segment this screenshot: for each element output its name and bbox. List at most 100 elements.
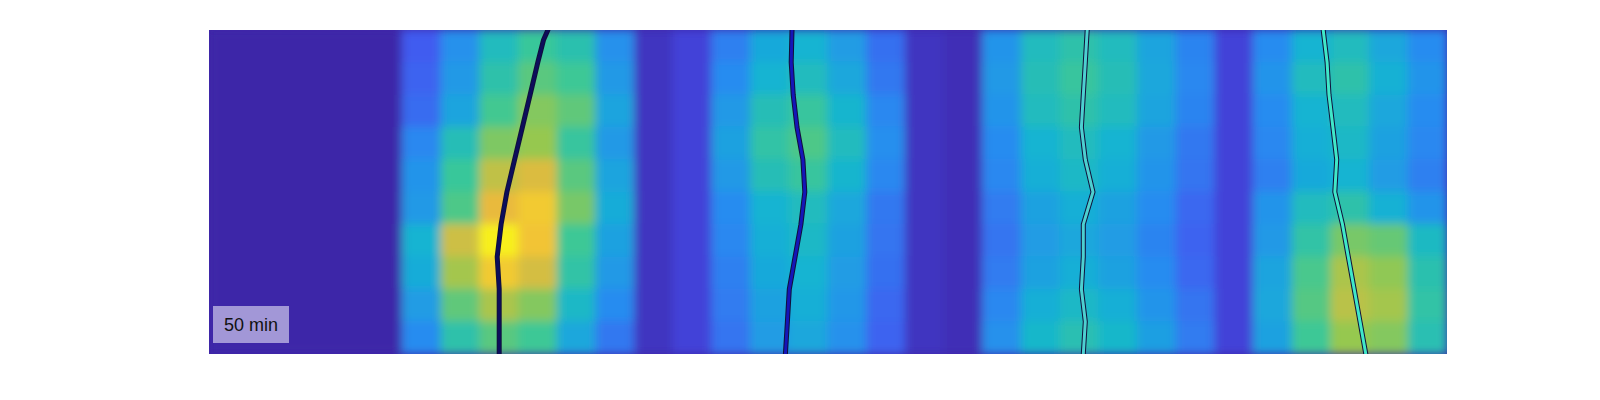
heatmap-cell — [634, 62, 674, 95]
heatmap-cell — [828, 256, 868, 289]
heatmap-cell — [944, 224, 984, 257]
heatmap-cell — [1369, 127, 1409, 160]
heatmap-cell — [325, 289, 365, 322]
heatmap-cell — [828, 192, 868, 225]
heatmap-cell — [209, 127, 248, 160]
heatmap-cell — [363, 321, 403, 354]
heatmap-cell — [905, 127, 945, 160]
heatmap-cell — [1214, 159, 1254, 192]
heatmap-cell — [595, 62, 635, 95]
heatmap-cell — [402, 62, 442, 95]
heatmap-cell — [441, 256, 481, 289]
heatmap-cell — [1369, 289, 1409, 322]
heatmap-cell — [1137, 94, 1177, 127]
heatmap-cell — [866, 192, 906, 225]
heatmap-cell — [634, 321, 674, 354]
heatmap-cell — [286, 256, 326, 289]
heatmap-cell — [595, 94, 635, 127]
heatmap-cell — [209, 256, 248, 289]
trace — [497, 30, 548, 354]
trace-outline — [497, 30, 548, 354]
heatmap-cell — [557, 62, 597, 95]
heatmap-cell — [1292, 127, 1332, 160]
heatmap-cell — [1253, 127, 1293, 160]
heatmap-cell — [828, 94, 868, 127]
heatmap-cell — [247, 127, 287, 160]
heatmap-cell — [1176, 321, 1216, 354]
heatmap-cell — [1330, 62, 1370, 95]
heatmap-cell — [595, 159, 635, 192]
heatmap-cell — [441, 159, 481, 192]
heatmap-cell — [557, 94, 597, 127]
heatmap-cell — [1330, 94, 1370, 127]
heatmap-cell — [441, 127, 481, 160]
heatmap-cell — [1408, 192, 1447, 225]
heatmap-cell — [1137, 256, 1177, 289]
heatmap-cell — [1098, 30, 1138, 63]
heatmap-cell — [711, 321, 751, 354]
heatmap-cell — [1408, 94, 1447, 127]
heatmap-cell — [789, 192, 829, 225]
heatmap-cell — [1214, 224, 1254, 257]
heatmap-cell — [479, 94, 519, 127]
heatmap-cell — [1214, 62, 1254, 95]
heatmap-cell — [982, 192, 1022, 225]
heatmap-cell — [750, 30, 790, 63]
heatmap-cell — [1408, 321, 1447, 354]
heatmap-cell — [1021, 62, 1061, 95]
heatmap-cell — [982, 224, 1022, 257]
heatmap-cell — [1021, 159, 1061, 192]
heatmap-cell — [1330, 30, 1370, 63]
heatmap-cell — [1137, 321, 1177, 354]
heatmap-cell — [1369, 224, 1409, 257]
heatmap-cell — [518, 321, 558, 354]
trace-outline — [1081, 30, 1093, 354]
heatmap-cell — [518, 256, 558, 289]
trace — [785, 30, 804, 354]
heatmap-cell — [634, 256, 674, 289]
traces — [497, 30, 1366, 354]
heatmap-cell — [209, 94, 248, 127]
heatmap-cell — [1098, 159, 1138, 192]
plot-area — [209, 30, 1447, 354]
heatmap-cell — [673, 62, 713, 95]
heatmap-cell — [557, 192, 597, 225]
heatmap-cell — [1176, 159, 1216, 192]
heatmap-cell — [479, 30, 519, 63]
heatmap-cell — [866, 224, 906, 257]
heatmap-cell — [944, 30, 984, 63]
heatmap-cell — [944, 94, 984, 127]
heatmap-cell — [557, 159, 597, 192]
heatmap-cell — [325, 224, 365, 257]
heatmap-cell — [711, 62, 751, 95]
heatmap-cell — [1021, 256, 1061, 289]
heatmap-cell — [247, 94, 287, 127]
heatmap-cell — [441, 192, 481, 225]
heatmap-cell — [402, 30, 442, 63]
heatmap-cell — [750, 159, 790, 192]
heatmap-cell — [1214, 289, 1254, 322]
heatmap-cell — [711, 192, 751, 225]
heatmap-cell — [750, 289, 790, 322]
heatmap-cell — [982, 127, 1022, 160]
heatmap-cell — [1214, 94, 1254, 127]
heatmap-cell — [1292, 321, 1332, 354]
heatmap-cell — [1214, 127, 1254, 160]
heatmap-cell — [325, 62, 365, 95]
heatmap-cell — [789, 30, 829, 63]
heatmap-cell — [750, 256, 790, 289]
heatmap-cell — [905, 321, 945, 354]
heatmap-cell — [325, 256, 365, 289]
heatmap-cell — [982, 30, 1022, 63]
heatmap-cell — [209, 62, 248, 95]
heatmap-cell — [325, 94, 365, 127]
heatmap-cell — [402, 94, 442, 127]
heatmap-cell — [711, 224, 751, 257]
heatmap-cell — [1292, 224, 1332, 257]
heatmap-cell — [1060, 62, 1100, 95]
heatmap-cell — [441, 62, 481, 95]
chart: 50 min — [0, 0, 1600, 400]
heatmap-cell — [673, 289, 713, 322]
heatmap-cell — [673, 192, 713, 225]
heatmap-cells — [209, 30, 1447, 354]
